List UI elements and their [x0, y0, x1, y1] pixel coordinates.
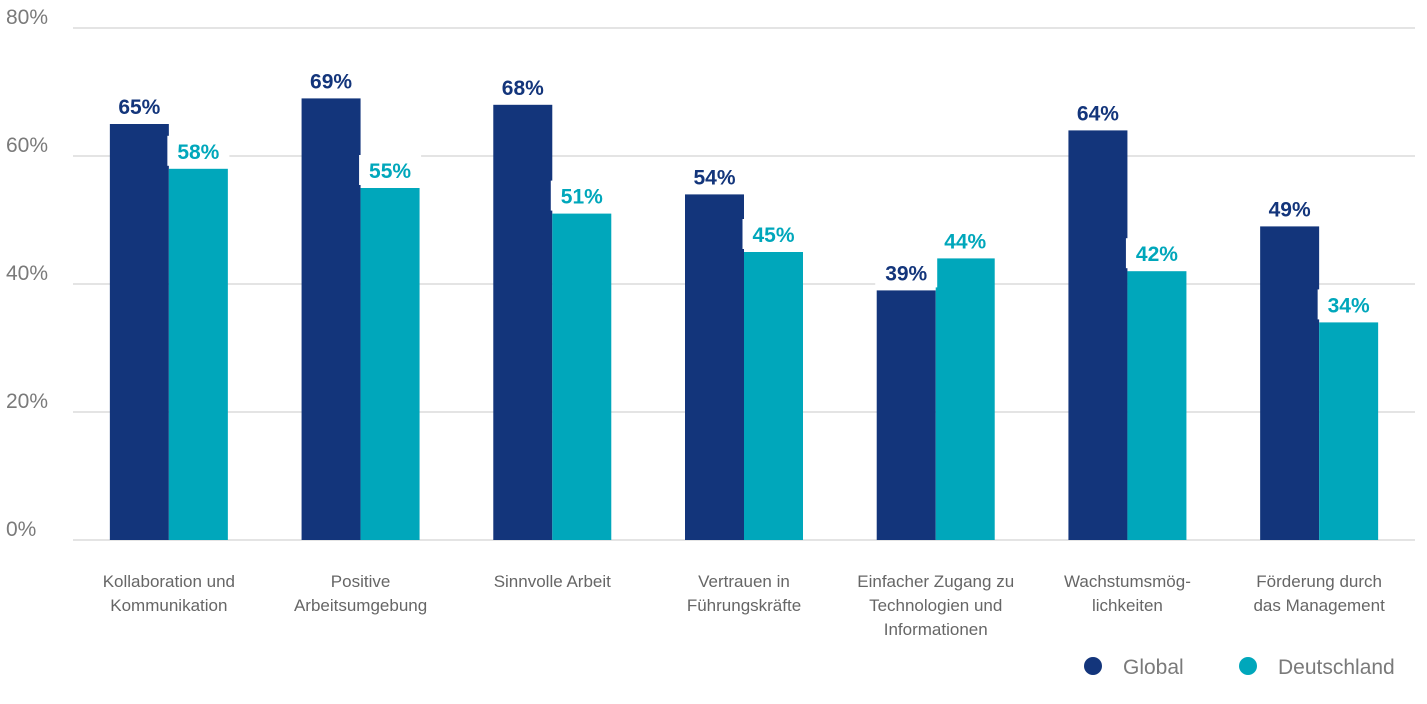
category-label: Kollaboration und — [103, 572, 235, 591]
value-label-background — [742, 219, 805, 249]
value-label-background — [1066, 97, 1129, 128]
value-label-background — [108, 91, 171, 121]
bar-global — [493, 104, 553, 541]
bar-deutschland — [744, 252, 803, 540]
category-label: Vertrauen in — [698, 572, 790, 591]
category-label: Informationen — [884, 620, 988, 639]
value-label: 45% — [752, 224, 794, 247]
bar-deutschland — [935, 258, 995, 540]
value-label: 65% — [118, 96, 160, 119]
category-label: lichkeiten — [1092, 596, 1163, 615]
category-label: Positive — [331, 572, 391, 591]
bar-global — [1260, 226, 1320, 540]
y-tick-label: 20% — [6, 390, 48, 413]
y-tick-label: 40% — [6, 262, 48, 285]
value-label-background — [1125, 238, 1188, 269]
value-label-background — [934, 225, 997, 256]
value-label-background — [1317, 289, 1380, 320]
value-label-background — [550, 180, 613, 211]
value-label-background — [875, 257, 938, 288]
legend-marker-deutschland — [1239, 657, 1257, 675]
value-label: 51% — [561, 186, 603, 209]
category-label: Kommunikation — [110, 596, 227, 615]
bar-global — [1068, 130, 1128, 540]
x-axis-categories: Kollaboration und Kommunikation Positive Ar… — [103, 572, 1385, 639]
category-label: Wachstumsmög- — [1064, 572, 1191, 591]
bar-deutschland — [360, 188, 420, 540]
value-label: 39% — [885, 262, 927, 285]
category-label: Technologien und — [869, 596, 1002, 615]
value-label-background — [491, 71, 554, 102]
value-label: 34% — [1328, 294, 1370, 317]
legend-label: Global — [1123, 656, 1184, 679]
bar-global — [301, 98, 361, 541]
value-label: 49% — [1269, 198, 1311, 221]
value-label: 54% — [693, 166, 735, 189]
value-labels: 65% 58% 69% 55% 68% 51% 54% 45% 39% 44% 64% 42% 49% 3… — [108, 65, 1380, 320]
category-label: Förderung durch — [1256, 572, 1382, 591]
value-label: 42% — [1136, 243, 1178, 266]
y-tick-label: 0% — [6, 518, 36, 541]
category-label: Sinnvolle Arbeit — [494, 572, 611, 591]
value-label-background — [683, 161, 746, 192]
value-label-background — [300, 65, 363, 96]
value-label-background — [1258, 193, 1321, 224]
y-tick-label: 60% — [6, 134, 48, 157]
value-label: 64% — [1077, 102, 1119, 125]
value-label: 69% — [310, 70, 352, 93]
value-label: 68% — [502, 77, 544, 100]
bar-deutschland — [168, 168, 228, 541]
category-label: Führungskräfte — [687, 596, 801, 615]
bar-deutschland — [552, 213, 612, 540]
value-label-background — [359, 155, 422, 185]
bar-global — [876, 290, 936, 540]
value-label-background — [167, 135, 230, 166]
bar-deutschland — [1319, 322, 1379, 540]
value-label: 55% — [369, 160, 411, 183]
bar-deutschland — [1127, 271, 1187, 540]
category-label: das Management — [1253, 596, 1385, 615]
value-label: 44% — [944, 230, 986, 253]
category-label: Einfacher Zugang zu — [857, 572, 1014, 591]
legend-label: Deutschland — [1278, 656, 1395, 679]
bar-global — [685, 194, 744, 540]
bars — [109, 98, 1379, 541]
legend: Global Deutschland — [1084, 656, 1395, 679]
bar-global — [109, 124, 169, 540]
category-label: Arbeitsumgebung — [294, 596, 427, 615]
value-label: 58% — [177, 141, 219, 164]
y-axis-ticks: 0% 20% 40% 60% 80% — [6, 6, 48, 541]
y-tick-label: 80% — [6, 6, 48, 29]
legend-marker-global — [1084, 657, 1102, 675]
